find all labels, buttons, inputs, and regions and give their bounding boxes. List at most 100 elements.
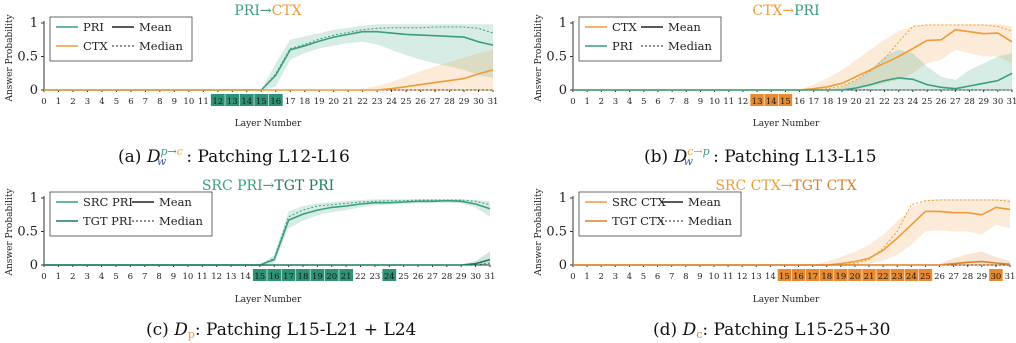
series-band-2 [573,49,1012,90]
chart-title-part: TGT CTX [792,178,856,194]
x-tick-label: 9 [698,97,703,107]
x-tick-label: 18 [299,97,310,107]
x-tick-label: 12 [212,97,223,107]
patched-layer-box [750,94,764,106]
patched-layer-box [862,269,876,281]
x-tick-label: 7 [669,272,674,282]
x-tick-label: 2 [599,97,604,107]
y-tick-label: 0.5 [546,50,567,65]
x-tick-label: 1 [584,272,589,282]
chart-title-part: → [263,178,275,194]
x-tick-label: 23 [369,272,380,282]
legend-entry: CTX [83,39,108,53]
patched-layer-box [805,269,820,281]
x-tick-label: 23 [893,97,904,107]
x-tick-label: 31 [1005,272,1016,282]
chart-title: CTX→PRI [752,3,819,19]
legend-entry: TGT PRI [83,214,132,228]
caption-a-sup-arrow: → [167,145,177,158]
patched-layer-box [777,269,792,281]
x-tick-label: 24 [386,97,397,107]
x-tick-label: 31 [485,272,496,282]
x-tick-label: 24 [384,272,395,282]
x-tick-label: 3 [85,97,90,107]
x-tick-label: 28 [441,272,452,282]
y-tick-label: 0.5 [546,225,567,240]
caption-d: (d) Dc: Patching L15-25+30 [653,320,890,341]
x-tick-label: 6 [655,97,660,107]
x-tick-label: 26 [413,272,424,282]
x-tick-label: 8 [683,272,688,282]
x-tick-label: 11 [723,272,734,282]
chart-title-part: PRI [234,3,260,19]
y-tick-label: 1 [30,191,38,206]
x-tick-label: 14 [766,97,777,107]
patched-layer-box [382,269,397,281]
x-tick-label: 16 [793,272,804,282]
x-tick-label: 20 [851,97,862,107]
x-tick-label: 29 [978,97,989,107]
x-tick-label: 19 [314,97,325,107]
y-tick-label: 0 [30,83,38,98]
legend-entry: PRI [612,39,633,53]
x-tick-label: 23 [892,272,903,282]
x-tick-label: 1 [56,97,61,107]
x-tick-label: 18 [821,272,832,282]
caption-b-text: : Patching L13-L15 [713,147,877,167]
x-tick-label: 14 [240,272,251,282]
chart-title-part: CTX [272,3,302,19]
chart-title: SRC CTX→TGT CTX [715,178,856,194]
patched-layer-box [310,269,325,281]
caption-b-sub: w [683,155,694,168]
caption-a-sup-c: c [176,145,183,158]
x-tick-label: 30 [990,272,1001,282]
caption-b-symbol: D [673,147,688,167]
caption-d-sub: c [696,328,703,341]
x-tick-label: 27 [430,97,441,107]
series-band-2 [44,49,493,90]
chart-title-part: CTX [752,3,782,19]
legend: CTX PRI Mean Median [578,16,722,62]
patched-layer-box [339,269,354,281]
caption-b: (b) Dc→pw: Patching L13-L15 [644,145,877,168]
x-tick-label: 16 [270,97,281,107]
x-tick-label: 17 [808,97,819,107]
y-tick-label: 0 [30,258,38,273]
x-tick-label: 14 [765,272,776,282]
x-tick-label: 22 [878,272,889,282]
series-mean-2 [573,260,1011,266]
caption-c: (c) Dp: Patching L15-L21 + L24 [146,320,416,341]
y-tick-label: 0.5 [17,50,38,65]
legend: PRI CTX Mean Median [49,16,193,62]
patched-layer-box [239,94,254,106]
x-tick-label: 15 [254,272,265,282]
legend-style-entry: Median [139,39,183,53]
x-axis-label: Layer Number [753,295,820,305]
y-axis-label: Answer Probability [534,14,544,103]
patched-layer-box [268,94,283,106]
chart-title-part: SRC CTX [715,178,780,194]
x-tick-label: 14 [241,97,252,107]
caption-b-sup-arrow: → [693,145,703,158]
x-tick-label: 10 [709,272,720,282]
legend-entry: PRI [83,20,104,34]
x-tick-label: 4 [99,97,104,107]
caption-a-sub: w [156,155,167,168]
x-tick-label: 25 [922,97,933,107]
caption-c-text: : Patching L15-L21 + L24 [194,320,417,340]
legend-style-entry: Mean [688,195,721,209]
x-tick-label: 22 [357,97,368,107]
x-tick-label: 9 [171,272,176,282]
x-tick-label: 20 [326,272,337,282]
x-tick-label: 0 [570,272,575,282]
patched-layer-box [904,269,919,281]
y-axis-label: Answer Probability [534,188,544,277]
caption-c-symbol: D [174,320,188,340]
x-tick-label: 5 [641,97,646,107]
x-tick-label: 8 [157,97,162,107]
x-tick-label: 26 [936,97,947,107]
x-tick-label: 17 [807,272,818,282]
x-tick-label: 27 [950,97,961,107]
x-tick-label: 19 [312,272,323,282]
